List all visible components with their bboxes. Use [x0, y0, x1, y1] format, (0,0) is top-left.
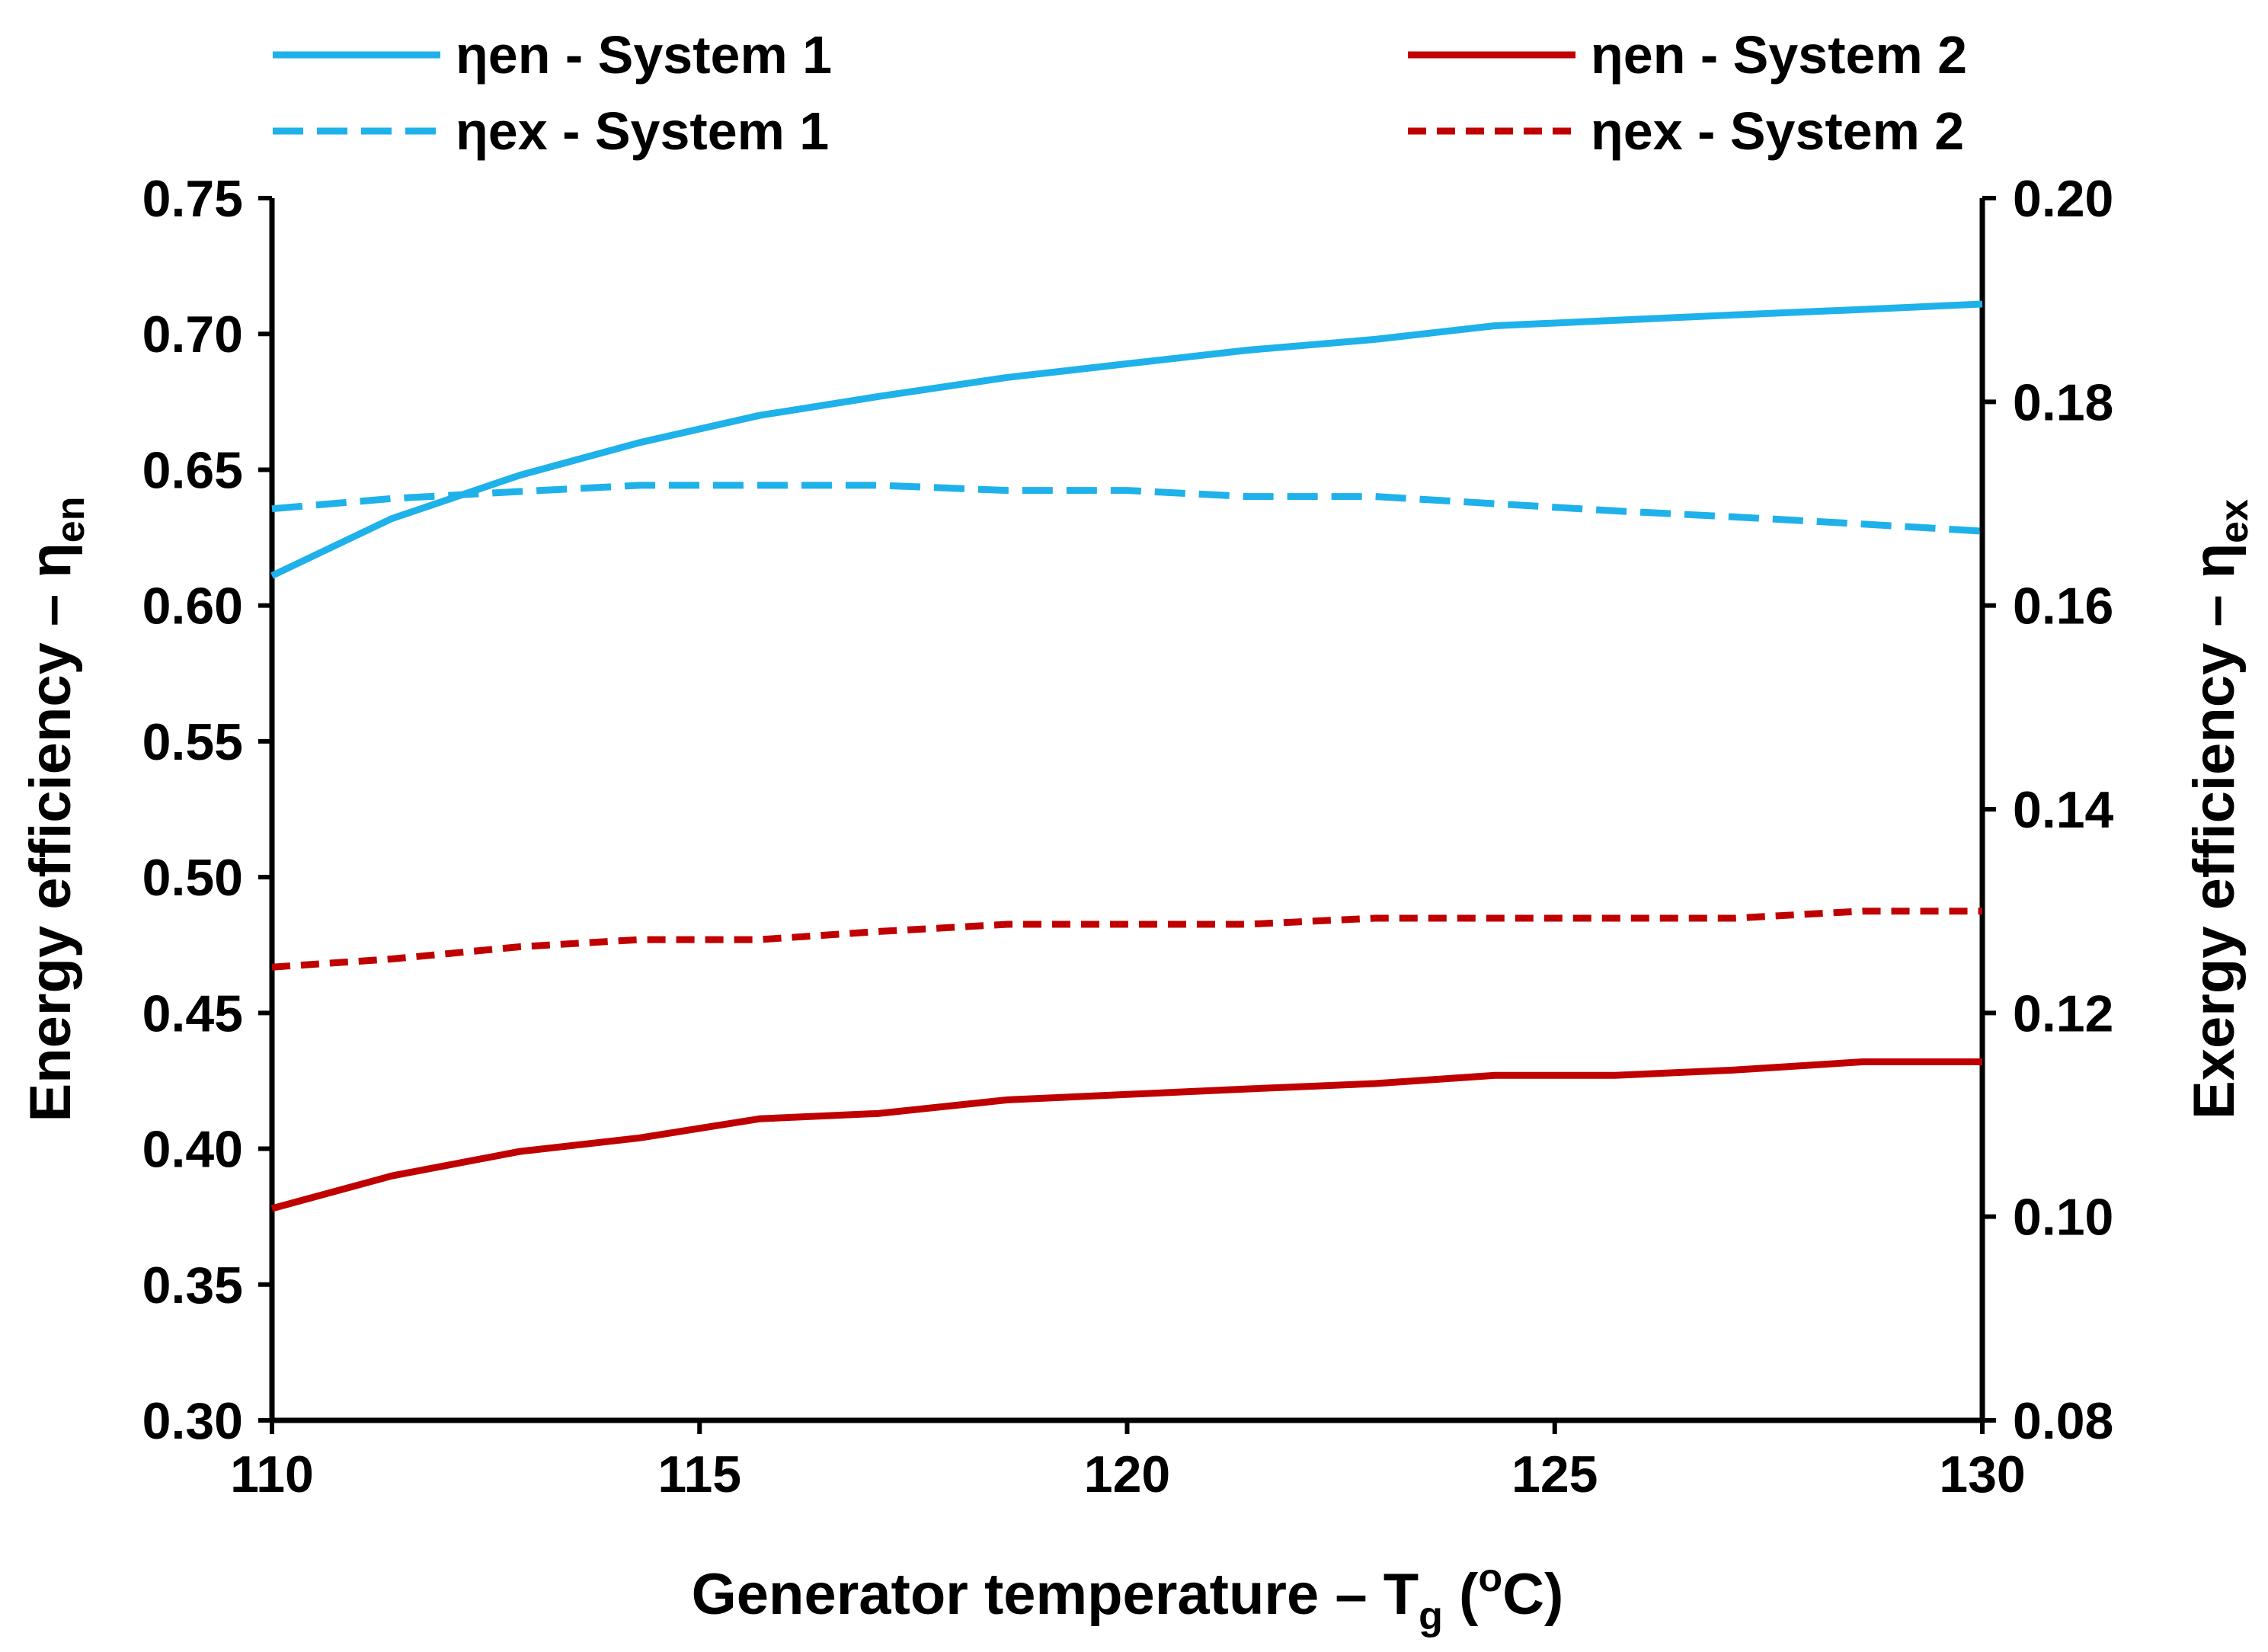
x-tick-label-1: 115 [657, 1446, 741, 1503]
y-right-tick-label-3: 0.14 [2013, 781, 2114, 839]
y-right-tick-label-4: 0.16 [2013, 578, 2113, 636]
axes [269, 198, 1985, 1423]
legend-label-en-system-2: ηen - System 2 [1591, 25, 1967, 85]
y-left-tick-label-8: 0.70 [142, 306, 243, 363]
legend-label-en-system-1: ηen - System 1 [456, 25, 832, 85]
x-tick-label-3: 125 [1511, 1446, 1598, 1503]
series-line-ex-system-1 [271, 482, 1983, 535]
series-layer [270, 300, 1983, 1212]
y-left-tick-label-0: 0.30 [142, 1392, 243, 1450]
y-right-axis-title: Exergy efficiency – ηex [2182, 499, 2257, 1119]
series-line-ex-system-2 [271, 908, 1982, 971]
x-tick-label-0: 110 [230, 1446, 314, 1503]
y-left-tick-label-2: 0.40 [142, 1121, 243, 1179]
y-right-tick-label-1: 0.10 [2013, 1189, 2113, 1247]
series-line-en-system-1 [270, 300, 1983, 579]
y-left-tick-label-3: 0.45 [142, 984, 243, 1042]
y-left-tick-label-1: 0.35 [142, 1257, 243, 1314]
y-right-tick-label-6: 0.20 [2013, 170, 2113, 228]
y-right-tick-label-2: 0.12 [2013, 984, 2113, 1042]
y-left-tick-label-4: 0.50 [142, 849, 243, 907]
x-axis-title: Generator temperature – Tg (oC) [692, 1556, 1564, 1638]
y-left-tick-label-9: 0.75 [142, 170, 243, 228]
x-tick-label-4: 130 [1939, 1446, 2025, 1503]
x-ticks: 110 115 120 125 130 [230, 1420, 2026, 1503]
series-line-en-system-2 [270, 1058, 1982, 1212]
y-right-tick-label-0: 0.08 [2013, 1392, 2113, 1450]
y-left-ticks: 0.30 0.35 0.40 0.45 0.50 0.55 0.60 0.65 0.70 0.75 [142, 170, 272, 1450]
legend-label-ex-system-1: ηex - System 1 [456, 101, 829, 161]
y-left-tick-label-5: 0.55 [142, 713, 243, 771]
legend-entry-ex-system-1: ηex - System 1 [273, 101, 829, 161]
legend: ηen - System 1 ηex - System 1 ηen - Syst… [273, 25, 1967, 161]
y-left-axis-title: Energy efficiency – ηen [18, 497, 93, 1122]
y-right-ticks: 0.08 0.10 0.12 0.14 0.16 0.18 0.20 [1982, 170, 2114, 1450]
y-right-tick-label-5: 0.18 [2013, 373, 2113, 431]
legend-entry-ex-system-2: ηex - System 2 [1408, 101, 1964, 161]
legend-label-ex-system-2: ηex - System 2 [1591, 101, 1964, 161]
legend-entry-en-system-1: ηen - System 1 [273, 25, 832, 85]
y-left-tick-label-7: 0.65 [142, 441, 243, 499]
x-tick-label-2: 120 [1084, 1446, 1170, 1503]
legend-entry-en-system-2: ηen - System 2 [1408, 25, 1967, 85]
y-left-tick-label-6: 0.60 [142, 578, 243, 636]
